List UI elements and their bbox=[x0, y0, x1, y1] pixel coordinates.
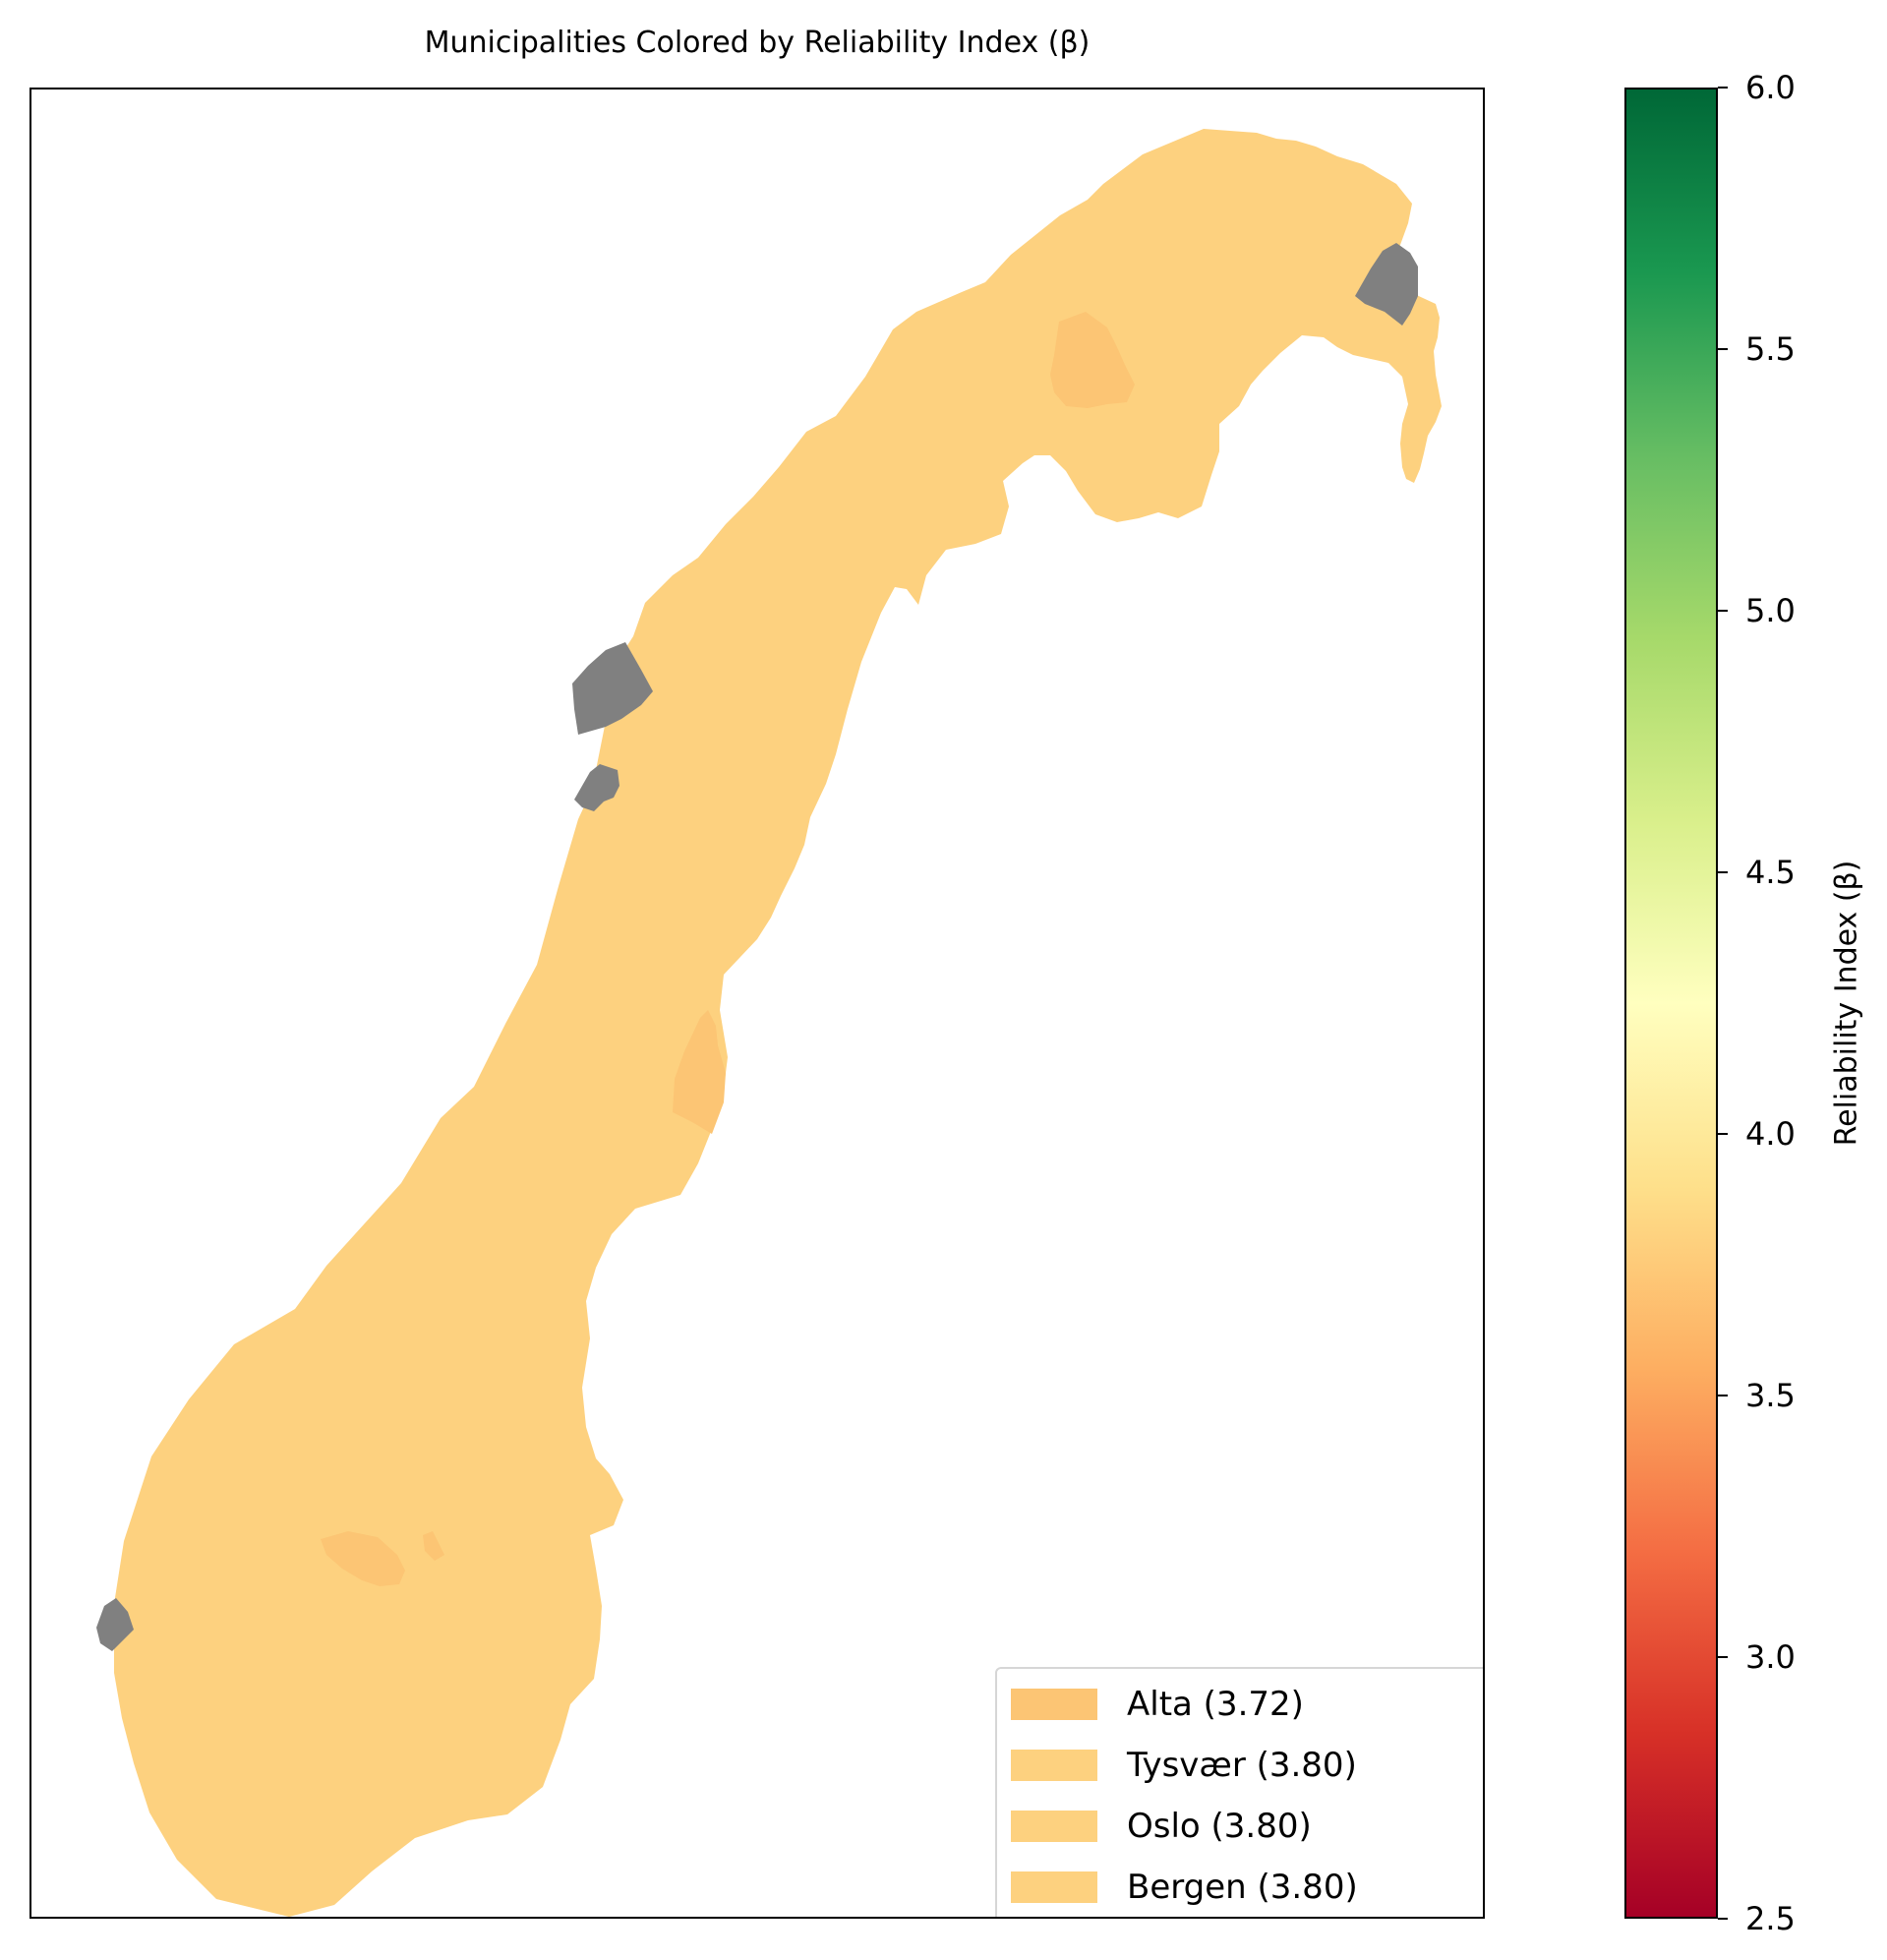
norway-municipalities[interactable] bbox=[114, 129, 1442, 1917]
map-title: Municipalities Colored by Reliability In… bbox=[424, 26, 1091, 60]
map-panel[interactable]: Alta (3.72) Tysvær (3.80) Oslo (3.80) Be… bbox=[29, 88, 1485, 1919]
legend-swatch bbox=[1011, 1750, 1097, 1781]
legend-swatch bbox=[1011, 1689, 1097, 1720]
highlight-alta[interactable] bbox=[1050, 312, 1135, 408]
highlight-inland-municipality[interactable] bbox=[673, 1010, 726, 1134]
no-data-region[interactable] bbox=[96, 1598, 134, 1651]
colorbar-tick bbox=[1718, 610, 1728, 612]
colorbar-tick-label: 2.5 bbox=[1745, 1900, 1796, 1937]
legend-item: Alta (3.72) bbox=[1011, 1685, 1304, 1724]
no-data-region[interactable] bbox=[1355, 243, 1418, 326]
colorbar-tick-label: 5.0 bbox=[1745, 592, 1796, 629]
colorbar-tick-label: 4.5 bbox=[1745, 854, 1796, 891]
colorbar-label: Reliability Index (β) bbox=[1829, 860, 1864, 1147]
legend-item: Oslo (3.80) bbox=[1011, 1807, 1312, 1846]
norway-map[interactable] bbox=[31, 89, 1483, 1917]
colorbar-tick bbox=[1718, 1918, 1728, 1920]
legend-swatch bbox=[1011, 1811, 1097, 1842]
legend-label: Alta (3.72) bbox=[1127, 1685, 1304, 1724]
legend-label: Oslo (3.80) bbox=[1127, 1807, 1312, 1846]
legend-label: Bergen (3.80) bbox=[1127, 1868, 1358, 1907]
colorbar-tick bbox=[1718, 1133, 1728, 1135]
colorbar-tick bbox=[1718, 1395, 1728, 1396]
legend-item: Tysvær (3.80) bbox=[1011, 1746, 1357, 1785]
colorbar-tick-label: 4.0 bbox=[1745, 1115, 1796, 1153]
colorbar-tick-label: 3.0 bbox=[1745, 1638, 1796, 1676]
highlight-southern-municipality[interactable] bbox=[321, 1531, 405, 1586]
colorbar-tick-label: 3.5 bbox=[1745, 1377, 1796, 1414]
legend-swatch bbox=[1011, 1871, 1097, 1903]
legend-item: Bergen (3.80) bbox=[1011, 1868, 1358, 1907]
colorbar-tick-label: 5.5 bbox=[1745, 330, 1796, 368]
colorbar-tick bbox=[1718, 1656, 1728, 1658]
colorbar-tick bbox=[1718, 871, 1728, 873]
no-data-region[interactable] bbox=[572, 642, 653, 735]
map-legend: Alta (3.72) Tysvær (3.80) Oslo (3.80) Be… bbox=[995, 1667, 1483, 1917]
colorbar-tick bbox=[1718, 348, 1728, 350]
no-data-region[interactable] bbox=[574, 764, 619, 811]
colorbar-tick-label: 6.0 bbox=[1745, 69, 1796, 106]
highlight-oslo-area[interactable] bbox=[423, 1531, 444, 1561]
colorbar-tick bbox=[1718, 87, 1728, 89]
legend-label: Tysvær (3.80) bbox=[1127, 1746, 1357, 1785]
colorbar bbox=[1624, 88, 1718, 1919]
